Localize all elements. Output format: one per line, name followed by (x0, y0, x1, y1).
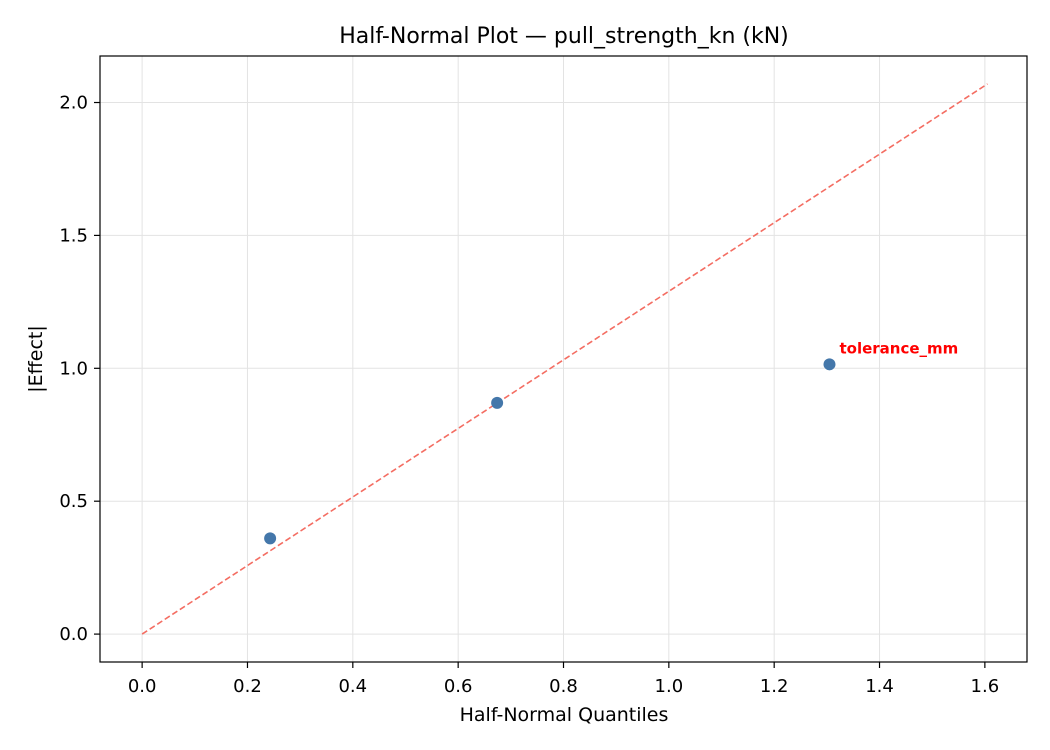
y-tick-label: 2.0 (59, 93, 88, 114)
data-point (264, 532, 277, 545)
point-annotation: tolerance_mm (839, 339, 958, 357)
x-tick-label: 1.2 (760, 676, 789, 697)
x-tick-label: 0.6 (444, 676, 473, 697)
x-tick-label: 0.4 (338, 676, 367, 697)
y-tick-label: 0.5 (59, 491, 88, 512)
y-axis-label: |Effect| (25, 325, 47, 392)
y-tick-label: 1.0 (59, 358, 88, 379)
x-tick-label: 1.4 (865, 676, 894, 697)
y-tick-label: 1.5 (59, 225, 88, 246)
x-tick-label: 0.0 (128, 676, 157, 697)
x-tick-label: 1.6 (971, 676, 1000, 697)
x-tick-label: 0.8 (549, 676, 578, 697)
grid-lines (100, 56, 1027, 662)
x-tick-label: 0.2 (233, 676, 262, 697)
y-axis-ticks: 0.0 0.5 1.0 1.5 2.0 (59, 93, 100, 645)
x-axis-ticks: 0.0 0.2 0.4 0.6 0.8 1.0 1.2 1.4 1.6 (128, 662, 999, 697)
chart-title: Half-Normal Plot — pull_strength_kn (kN) (339, 24, 789, 49)
x-axis-label: Half-Normal Quantiles (460, 704, 669, 726)
annotations: tolerance_mm (839, 339, 958, 357)
x-tick-label: 1.0 (655, 676, 684, 697)
reference-line (141, 83, 988, 635)
reference-line-layer (141, 83, 988, 635)
data-points (264, 358, 836, 545)
data-point (491, 396, 504, 409)
data-point (823, 358, 836, 371)
y-tick-label: 0.0 (59, 624, 88, 645)
